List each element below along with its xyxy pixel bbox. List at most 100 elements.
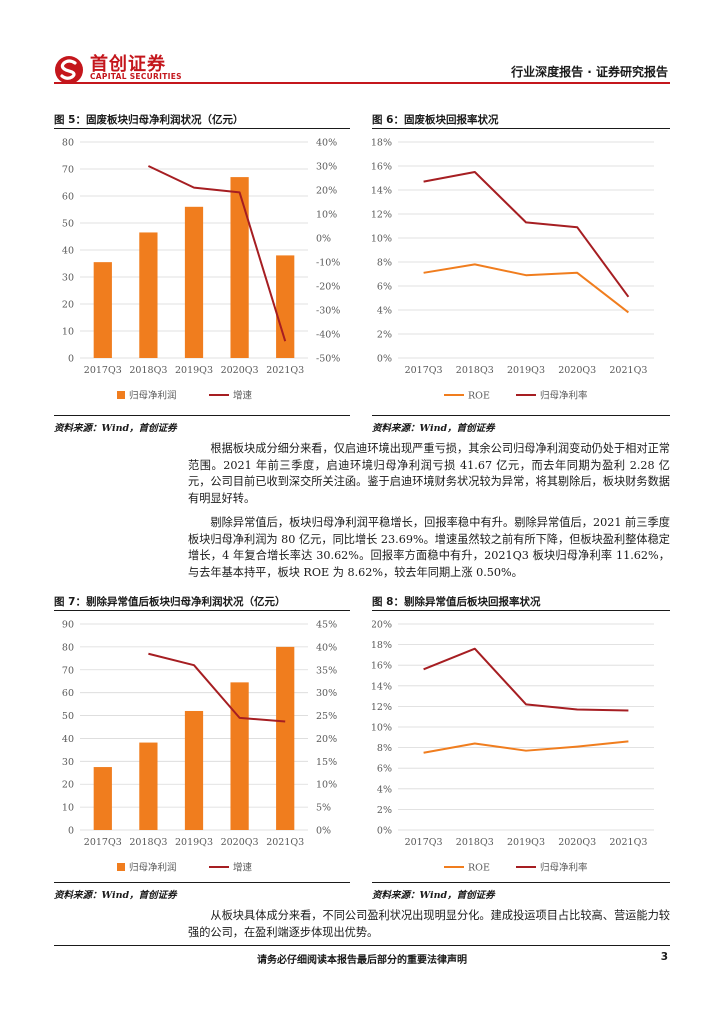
logo-text-cn: 首创证券 <box>90 54 166 75</box>
fig8-xtick-label: 2017Q3 <box>405 837 443 848</box>
fig6-xtick-label: 2021Q3 <box>609 365 647 376</box>
fig5-y2tick-label: 30% <box>316 162 337 173</box>
fig7-xtick-label: 2018Q3 <box>129 837 167 848</box>
fig5-ytick-label: 50 <box>62 219 74 230</box>
header-divider <box>54 82 670 84</box>
fig7-bar <box>184 710 204 830</box>
fig6-series-line-1 <box>423 263 630 314</box>
fig7-y2tick-label: 15% <box>316 757 337 768</box>
fig7-y2tick-label: 40% <box>316 642 337 653</box>
fig6-ytick-label: 16% <box>372 162 392 173</box>
fig5-ytick-label: 60 <box>62 192 74 203</box>
fig8-xtick-label: 2019Q3 <box>507 837 545 848</box>
footer-disclaimer: 请务必仔细阅读本报告最后部分的重要法律声明 <box>257 955 467 966</box>
fig5-title-rule <box>54 128 350 129</box>
fig7-bar <box>139 742 158 830</box>
fig7-y2tick-label: 20% <box>316 734 337 745</box>
fig5-bar <box>276 255 295 358</box>
fig8-xtick-label: 2020Q3 <box>558 837 596 848</box>
fig5-bar <box>184 206 204 358</box>
body-text-1: 根据板块成分细分来看，仅启迪环境出现严重亏损，其余公司归母净利润变动仍处于相对正… <box>188 441 670 581</box>
fig8-series-line-1 <box>423 740 629 754</box>
fig6-source: 资料来源：Wind，首创证券 <box>372 423 495 434</box>
fig5-y2tick-label: -30% <box>316 306 340 317</box>
page-number: 3 <box>660 951 668 963</box>
fig7-ytick-label: 40 <box>62 734 74 745</box>
fig5-xtick-label: 2018Q3 <box>129 365 167 376</box>
fig8-ytick-label: 18% <box>372 640 392 651</box>
fig5-chart: 0 10 20 30 40 50 60 70 80 -50% -40% -30% -20% -10% 0% 1… <box>62 138 340 402</box>
fig8-ytick-label: 20% <box>372 620 392 631</box>
fig7-title: 图 7：剔除异常值后板块归母净利润状况（亿元） <box>54 596 286 608</box>
fig7-legend-label: 增速 <box>233 862 253 874</box>
fig8-source: 资料来源：Wind，首创证券 <box>372 890 495 901</box>
fig5-xtick-label: 2020Q3 <box>221 365 259 376</box>
fig5-xtick-label: 2021Q3 <box>266 365 304 376</box>
fig5-bar <box>139 232 158 358</box>
fig8-chart: 0% 2% 4% 6% 8% 10% 12% 14% 16% 18% 20% 2017Q3 2018Q3… <box>372 620 654 874</box>
fig6-xtick-label: 2019Q3 <box>507 365 545 376</box>
fig5-y2tick-label: 20% <box>316 186 337 197</box>
fig6-series-line-2 <box>423 171 630 298</box>
report-type: 行业深度报告 · 证券研究报告 <box>511 65 668 79</box>
fig5-title: 图 5：固废板块归母净利润状况（亿元） <box>54 114 244 126</box>
fig8-source-rule <box>372 882 670 883</box>
logo-icon <box>55 56 83 84</box>
fig5-y2tick-label: 0% <box>316 234 331 245</box>
fig5-y2tick-label: 10% <box>316 210 337 221</box>
fig7-xtick-label: 2020Q3 <box>221 837 259 848</box>
fig7-y2tick-label: 10% <box>316 780 337 791</box>
fig7-ytick-label: 50 <box>62 711 74 722</box>
fig5-ytick-label: 70 <box>62 165 74 176</box>
fig8-legend-label: 归母净利率 <box>540 862 588 874</box>
fig6-ytick-label: 8% <box>377 258 392 269</box>
fig8-ytick-label: 6% <box>377 764 392 775</box>
fig7-legend-swatch <box>117 863 125 871</box>
fig5-legend-label: 增速 <box>233 390 253 402</box>
fig8-ytick-label: 4% <box>377 784 392 795</box>
fig5-ytick-label: 10 <box>62 327 74 338</box>
fig5-series-line-2 <box>147 165 287 342</box>
fig7-ytick-label: 0 <box>68 826 74 837</box>
fig6-source-rule <box>372 415 670 416</box>
fig6-title-rule <box>372 128 670 129</box>
fig5-xtick-label: 2019Q3 <box>175 365 213 376</box>
fig6-ytick-label: 14% <box>372 186 392 197</box>
fig6-ytick-label: 2% <box>377 330 392 341</box>
fig5-source: 资料来源：Wind，首创证券 <box>54 423 177 434</box>
fig6-title: 图 6：固废板块回报率状况 <box>372 114 499 126</box>
fig8-ytick-label: 12% <box>372 702 392 713</box>
fig7-y2tick-label: 5% <box>316 803 331 814</box>
fig8-ytick-label: 0% <box>377 826 392 837</box>
fig6-ytick-label: 12% <box>372 210 392 221</box>
fig5-ytick-label: 40 <box>62 246 74 257</box>
fig5-ytick-label: 30 <box>62 273 74 284</box>
fig6-ytick-label: 10% <box>372 234 392 245</box>
fig5-bar <box>230 177 249 358</box>
paragraph-3: 从板块具体成分来看，不同公司盈利状况出现明显分化。建成投运项目占比较高、营运能力… <box>188 909 670 939</box>
fig8-ytick-label: 14% <box>372 681 392 692</box>
fig6-ytick-label: 4% <box>377 306 392 317</box>
fig5-y2tick-label: -40% <box>316 330 340 341</box>
fig7-ytick-label: 80 <box>62 642 74 653</box>
fig5-y2tick-label: -10% <box>316 258 340 269</box>
fig5-ytick-label: 80 <box>62 138 74 149</box>
fig6-legend-label: 归母净利率 <box>540 390 588 402</box>
fig8-ytick-label: 16% <box>372 661 392 672</box>
fig8-title-rule <box>372 610 670 611</box>
fig8-legend-label: ROE <box>468 863 490 874</box>
fig7-ytick-label: 70 <box>62 665 74 676</box>
fig5-xtick-label: 2017Q3 <box>84 365 122 376</box>
fig6-xtick-label: 2017Q3 <box>405 365 443 376</box>
fig5-y2tick-label: -50% <box>316 354 340 365</box>
fig5-y2tick-label: -20% <box>316 282 340 293</box>
fig6-xtick-label: 2018Q3 <box>456 365 494 376</box>
fig7-source-rule <box>54 882 350 883</box>
fig7-bar <box>276 646 295 830</box>
fig7-bar <box>230 682 249 830</box>
fig7-ytick-label: 30 <box>62 757 74 768</box>
fig7-xtick-label: 2017Q3 <box>84 837 122 848</box>
fig7-ytick-label: 90 <box>62 620 74 631</box>
fig7-xtick-label: 2019Q3 <box>175 837 213 848</box>
fig5-y2tick-label: 40% <box>316 138 337 149</box>
